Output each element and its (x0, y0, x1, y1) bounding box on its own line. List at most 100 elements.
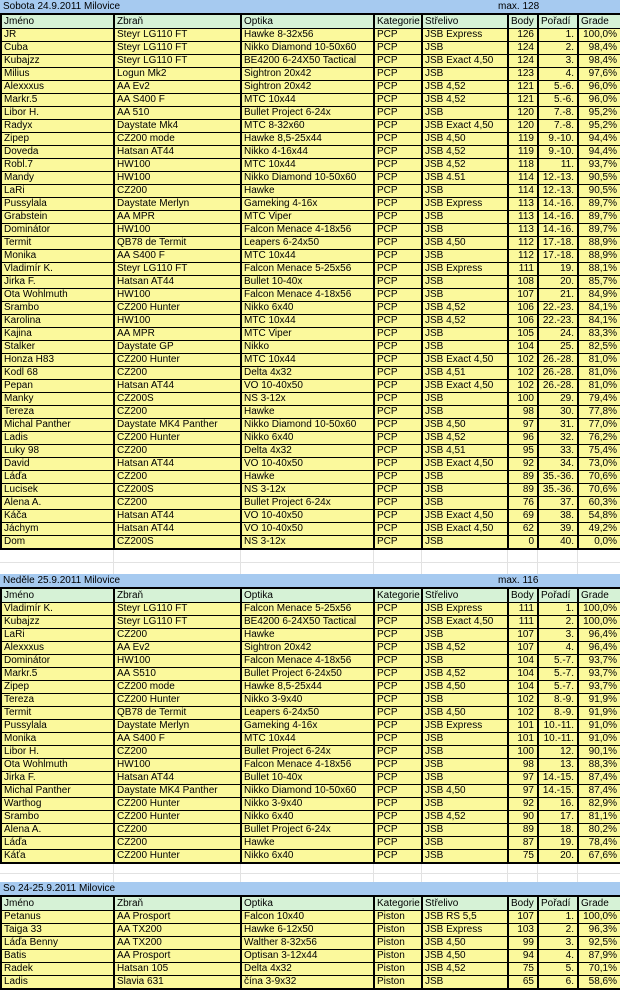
cell-strelivo: JSB (421, 771, 508, 785)
cell-jmeno: Dom (0, 535, 114, 549)
cell-strelivo: JSB Exact 4,50 (421, 119, 508, 133)
cell-zbran: CZ200 (113, 405, 241, 419)
col-header-zbran: Zbraň (113, 895, 241, 911)
cell-poradi: 14.-15. (537, 771, 578, 785)
col-header-zbran: Zbraň (113, 587, 241, 603)
cell-jmeno: Alena A. (0, 823, 114, 837)
table-row: Pussylala Daystate Merlyn Gameking 4-16x PC… (0, 719, 620, 733)
cell-jmeno: Tereza (0, 693, 114, 707)
cell-optika: MTC Viper (240, 327, 374, 341)
cell-kategorie: PCP (373, 223, 422, 237)
cell-optika: Nikko 4-16x44 (240, 145, 374, 159)
result-section: Neděle 25.9.2011 Milovice max. 116 Jméno… (0, 574, 620, 864)
cell-poradi: 5.-7. (537, 654, 578, 668)
cell-jmeno: Michal Panther (0, 418, 114, 432)
cell-strelivo: JSB Express (421, 923, 508, 937)
table-row: Milius Logun Mk2 Sightron 20x42 PCP JSB 123 4.… (0, 67, 620, 81)
cell-poradi: 37. (537, 496, 578, 510)
cell-jmeno: Jáchym (0, 522, 114, 536)
cell-kategorie: PCP (373, 236, 422, 250)
section-title-bar: Neděle 25.9.2011 Milovice max. 116 (0, 574, 620, 587)
cell-body: 112 (507, 236, 538, 250)
table-row: Zipep CZ200 mode Hawke 8,5-25x44 PCP JSB 4,5… (0, 132, 620, 146)
cell-zbran: HW100 (113, 314, 241, 328)
cell-body: 113 (507, 197, 538, 211)
cell-kategorie: PCP (373, 405, 422, 419)
cell-body: 111 (507, 602, 538, 616)
cell-body: 100 (507, 745, 538, 759)
cell-optika: NS 3-12x (240, 392, 374, 406)
cell-zbran: HW100 (113, 288, 241, 302)
cell-zbran: Hatsan AT44 (113, 509, 241, 523)
cell-zbran: CZ200S (113, 483, 241, 497)
cell-jmeno: Manky (0, 392, 114, 406)
cell-poradi: 2. (537, 923, 578, 937)
cell-grade: 93,7% (577, 158, 620, 172)
cell-grade: 96,4% (577, 628, 620, 642)
cell-jmeno: Grabstein (0, 210, 114, 224)
table-row: Honza H83 CZ200 Hunter MTC 10x44 PCP JSB Exa… (0, 353, 620, 367)
cell-kategorie: PCP (373, 654, 422, 668)
table-row: Kubajzz Steyr LG110 FT BE4200 6-24X50 Tact… (0, 54, 620, 68)
cell-optika: NS 3-12x (240, 483, 374, 497)
table-row: Markr.5 AA S510 Bullet Project 6-24x50 PCP J… (0, 667, 620, 681)
cell-body: 113 (507, 223, 538, 237)
cell-kategorie: PCP (373, 171, 422, 185)
cell-poradi: 10.-11. (537, 719, 578, 733)
section-title-bar: Sobota 24.9.2011 Milovice max. 128 (0, 0, 620, 13)
cell-kategorie: PCP (373, 457, 422, 471)
table-row: Káťa CZ200 Hunter Nikko 6x40 PCP JSB 75 20. 67,… (0, 849, 620, 863)
cell-body: 108 (507, 275, 538, 289)
cell-body: 120 (507, 106, 538, 120)
cell-poradi: 31. (537, 418, 578, 432)
cell-strelivo: JSB 4,50 (421, 784, 508, 798)
cell-zbran: CZ200S (113, 392, 241, 406)
cell-grade: 98,4% (577, 41, 620, 55)
cell-optika: VO 10-40x50 (240, 457, 374, 471)
cell-poradi: 12.-13. (537, 171, 578, 185)
table-row: Ladis Slavia 631 čína 3-9x32 Piston JSB 65 6. 5… (0, 975, 620, 989)
cell-body: 89 (507, 823, 538, 837)
table-row: Grabstein AA MPR MTC Viper PCP JSB 113 14.-16.… (0, 210, 620, 224)
cell-grade: 93,7% (577, 680, 620, 694)
cell-kategorie: PCP (373, 602, 422, 616)
cell-grade: 81,0% (577, 366, 620, 380)
section-title: Neděle 25.9.2011 Milovice (3, 575, 121, 586)
cell-poradi: 26.-28. (537, 379, 578, 393)
cell-kategorie: PCP (373, 340, 422, 354)
cell-poradi: 9.-10. (537, 132, 578, 146)
cell-grade: 67,6% (577, 849, 620, 863)
table-row: Jirka F. Hatsan AT44 Bullet 10-40x PCP JSB 10… (0, 275, 620, 289)
table-row: Káča Hatsan AT44 VO 10-40x50 PCP JSB Exact 4… (0, 509, 620, 523)
cell-jmeno: Srambo (0, 810, 114, 824)
cell-strelivo: JSB 4,50 (421, 236, 508, 250)
cell-poradi: 19. (537, 836, 578, 850)
cell-zbran: CZ200 Hunter (113, 810, 241, 824)
cell-body: 92 (507, 797, 538, 811)
table-row: Vladimír K. Steyr LG110 FT Falcon Menace 5… (0, 262, 620, 276)
cell-kategorie: PCP (373, 210, 422, 224)
cell-strelivo: JSB 4,52 (421, 93, 508, 107)
table-row: Kodl 68 CZ200 Delta 4x32 PCP JSB 4,51 102 26.-… (0, 366, 620, 380)
cell-jmeno: Termit (0, 236, 114, 250)
cell-optika: Bullet Project 6-24x (240, 823, 374, 837)
cell-poradi: 14.-16. (537, 197, 578, 211)
cell-grade: 91,0% (577, 719, 620, 733)
cell-body: 120 (507, 119, 538, 133)
col-header-optika: Optika (240, 13, 374, 29)
cell-strelivo: JSB (421, 470, 508, 484)
cell-jmeno: Warthog (0, 797, 114, 811)
table-row: Termit QB78 de Termit Leapers 6-24x50 PCP JS… (0, 706, 620, 720)
cell-body: 76 (507, 496, 538, 510)
cell-kategorie: PCP (373, 483, 422, 497)
cell-kategorie: PCP (373, 444, 422, 458)
col-header-kategorie: Kategorie (373, 895, 422, 911)
cell-jmeno: Honza H83 (0, 353, 114, 367)
cell-strelivo: JSB 4,52 (421, 80, 508, 94)
cell-poradi: 3. (537, 628, 578, 642)
cell-zbran: Slavia 631 (113, 975, 241, 989)
cell-strelivo: JSB (421, 654, 508, 668)
cell-zbran: Logun Mk2 (113, 67, 241, 81)
cell-zbran: CZ200 (113, 745, 241, 759)
result-section: So 24-25.9.2011 Milovice Jméno Zbraň Optik… (0, 882, 620, 990)
